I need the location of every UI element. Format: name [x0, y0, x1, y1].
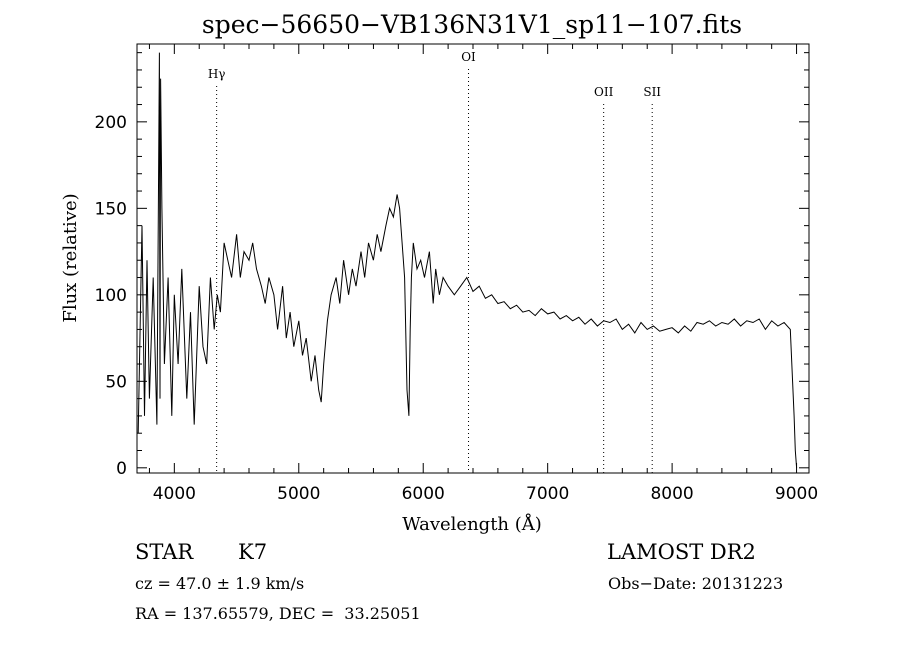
x-tick-label: 6000: [402, 484, 445, 504]
object-subclass: K7: [238, 540, 268, 564]
obs-date-text: Obs−Date: 20131223: [608, 574, 784, 593]
y-tick-label: 150: [95, 199, 127, 219]
x-tick-label: 7000: [526, 484, 569, 504]
spectral-line-markers: Hγ OI OII SII: [208, 50, 661, 473]
y-tick-label: 100: [95, 286, 127, 306]
plot-frame: [136, 43, 810, 474]
redshift-text: cz = 47.0 ± 1.9 km/s: [135, 574, 305, 593]
spectral-line-label: Hγ: [208, 67, 226, 81]
y-axis-label: Flux (relative): [60, 193, 81, 322]
survey-name: LAMOST DR2: [607, 540, 756, 564]
y-tick-label: 200: [95, 113, 127, 133]
axis-ticks: 4000 5000 6000 7000 8000 9000 0 50 100 150 200: [95, 44, 818, 504]
y-tick-label: 0: [116, 459, 127, 479]
spectral-line-label: SII: [643, 85, 661, 99]
x-tick-label: 8000: [650, 484, 693, 504]
spectrum-series-line: [137, 52, 798, 468]
x-tick-label: 9000: [775, 484, 818, 504]
chart-title: spec−56650−VB136N31V1_sp11−107.fits: [202, 10, 742, 39]
object-class: STAR: [135, 540, 194, 564]
x-tick-label: 4000: [153, 484, 196, 504]
spectral-line-label: OI: [461, 50, 476, 64]
x-axis-label: Wavelength (Å): [402, 513, 542, 535]
x-tick-label: 5000: [277, 484, 320, 504]
spectral-line-label: OII: [594, 85, 614, 99]
coordinates-text: RA = 137.65579, DEC = 33.25051: [135, 604, 421, 623]
y-tick-label: 50: [105, 372, 127, 392]
